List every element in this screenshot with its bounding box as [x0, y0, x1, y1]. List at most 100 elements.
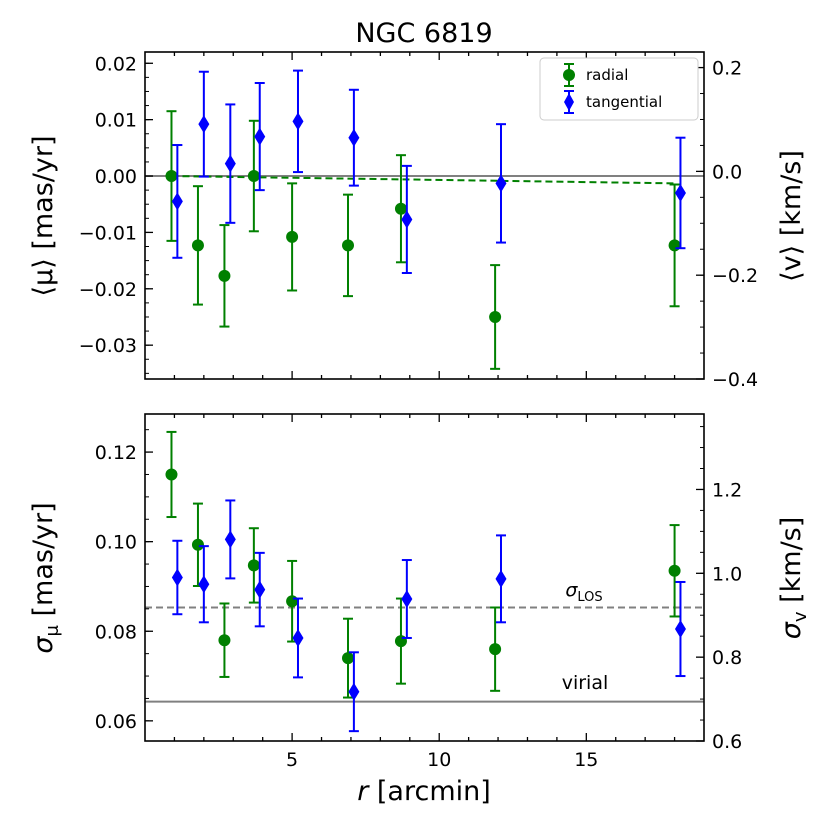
top-reference-line-1: [171, 175, 675, 185]
bottom-y2label: σv [km/s]: [776, 517, 811, 640]
top-radial-point: [489, 264, 502, 370]
top-tangential-point: [254, 82, 266, 192]
sigma-los-label: σLOS: [565, 579, 602, 605]
bottom-tangential-marker: [254, 580, 266, 599]
bottom-tangential-point: [674, 580, 686, 678]
bottom-radial-point: [191, 502, 204, 588]
bottom-radial-point: [247, 527, 260, 604]
top-radial-marker: [286, 230, 299, 243]
bottom-radial-point: [218, 602, 231, 678]
top-radial-point: [668, 183, 681, 308]
top-radial-point: [342, 193, 355, 298]
top-y-tick-label: 0.00: [95, 166, 137, 188]
top-radial-marker: [668, 239, 681, 252]
x-tick-label: 10: [427, 749, 451, 771]
top-radial-marker: [394, 202, 407, 215]
top-axes-frame: [144, 51, 705, 380]
top-tangential-point: [348, 88, 360, 187]
legend: radial tangential: [539, 57, 699, 121]
top-y2-tick-label: 0.0: [712, 161, 742, 183]
top-tangential-point: [171, 144, 183, 259]
top-radial-point: [286, 182, 299, 292]
top-radial-marker: [489, 310, 502, 323]
bottom-radial-point: [165, 430, 178, 519]
top-y2label: ⟨v⟩ [km/s]: [776, 150, 807, 282]
top-y-tick-label: −0.02: [79, 279, 137, 301]
top-radial-point: [165, 110, 178, 242]
top-y-tick-label: 0.02: [95, 53, 137, 75]
bottom-tangential-marker: [674, 620, 686, 639]
bottom-y2-tick-label: 1.2: [712, 479, 742, 501]
bottom-radial-point: [489, 606, 502, 692]
top-radial-point: [191, 185, 204, 306]
bottom-radial-marker: [165, 468, 178, 481]
top-radial-marker: [191, 239, 204, 252]
top-ticks: 0.02 0.01 0.00 −0.01 −0.02 −0.03 0.2 0.0 −0.2 −0.…: [79, 52, 758, 391]
top-tangential-point: [674, 136, 686, 250]
bottom-radial-marker: [247, 559, 260, 572]
bottom-radial-marker: [218, 634, 231, 647]
bottom-tangential-point: [401, 559, 413, 639]
top-tangential-point: [401, 164, 413, 275]
top-y-tick-label: −0.01: [79, 222, 137, 244]
top-radial-marker: [342, 239, 355, 252]
bottom-y-tick-label: 0.08: [95, 621, 137, 643]
bottom-y2-tick-label: 0.8: [712, 647, 742, 669]
top-tangential-point: [198, 70, 210, 178]
top-tangential-point: [495, 123, 507, 244]
bottom-tangential-point: [171, 539, 183, 616]
top-tangential-marker: [495, 174, 507, 193]
bottom-tangential-point: [254, 551, 266, 628]
top-tangential-marker: [198, 115, 210, 134]
top-radial-marker: [218, 269, 231, 282]
bottom-tangential-marker: [171, 568, 183, 587]
top-tangential-point: [224, 103, 236, 224]
top-y2-tick-label: −0.4: [712, 369, 758, 391]
bottom-tangential-marker: [348, 682, 360, 701]
top-data-marks: [165, 69, 686, 370]
bottom-radial-marker: [489, 643, 502, 656]
bottom-y-tick-label: 0.12: [95, 442, 137, 464]
bottom-tangential-point: [292, 597, 304, 679]
bottom-data-marks: [165, 430, 686, 733]
top-tangential-marker: [674, 183, 686, 202]
bottom-radial-point: [342, 617, 355, 699]
x-tick-label: 5: [286, 749, 298, 771]
legend-box: [539, 57, 699, 121]
bottom-tangential-point: [198, 545, 210, 624]
bottom-y2-tick-label: 1.0: [712, 563, 742, 585]
bottom-tangential-marker: [495, 569, 507, 588]
top-reference-lines: [145, 175, 704, 185]
bottom-tangential-marker: [198, 575, 210, 594]
top-y-tick-label: −0.03: [79, 335, 137, 357]
bottom-radial-marker: [191, 538, 204, 551]
top-radial-point: [394, 154, 407, 264]
legend-radial-marker: [563, 63, 575, 87]
top-radial-point: [218, 224, 231, 328]
top-tangential-marker: [171, 192, 183, 211]
top-tangential-point: [292, 69, 304, 174]
bottom-panel: 5 10 15 0.06 0.08 0.10 0.12 0.6 0.8 1.0 1.2 σLOS v…: [28, 413, 811, 807]
bottom-tangential-marker: [401, 590, 413, 609]
bottom-tangential-point: [348, 651, 360, 733]
virial-label: virial: [562, 672, 609, 694]
bottom-axes-frame: [144, 413, 705, 742]
bottom-reference-lines: [145, 606, 704, 703]
top-radial-marker: [247, 170, 260, 183]
bottom-radial-marker: [394, 635, 407, 648]
bottom-radial-marker: [286, 595, 299, 608]
legend-tangential-marker: [564, 90, 574, 114]
top-tangential-marker: [348, 128, 360, 147]
top-tangential-marker: [224, 154, 236, 173]
top-tangential-marker: [254, 127, 266, 146]
chart-title: NGC 6819: [355, 18, 492, 49]
bottom-y-tick-label: 0.10: [95, 532, 137, 554]
bottom-y2-tick-label: 0.6: [712, 731, 742, 753]
bottom-ticks: 5 10 15 0.06 0.08 0.10 0.12 0.6 0.8 1.0 1.2: [95, 414, 742, 771]
bottom-tangential-point: [224, 499, 236, 580]
top-tangential-marker: [401, 210, 413, 229]
top-panel: 0.02 0.01 0.00 −0.01 −0.02 −0.03 0.2 0.0 −0.2 −0.…: [28, 51, 807, 391]
bottom-radial-point: [668, 524, 681, 618]
bottom-tangential-marker: [292, 628, 304, 647]
